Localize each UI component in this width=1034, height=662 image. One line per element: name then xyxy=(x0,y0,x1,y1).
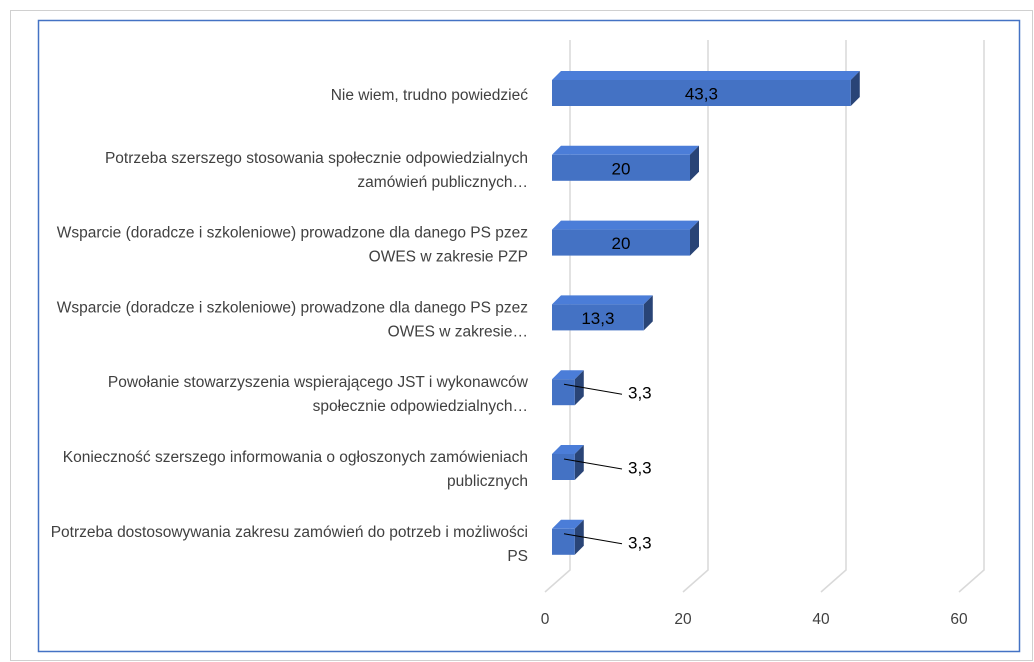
category-label-line: OWES w zakresie… xyxy=(383,323,528,340)
bar-top xyxy=(552,145,699,155)
bar xyxy=(552,71,860,106)
category-label-line: publicznych xyxy=(443,473,528,490)
category-label-line: Powołanie stowarzyszenia wspierającego J… xyxy=(108,374,529,391)
x-tick-label: 20 xyxy=(674,611,692,628)
x-tick-label: 60 xyxy=(950,611,968,628)
bar xyxy=(552,519,584,555)
grid-line xyxy=(544,40,571,593)
category-label: Potrzeba dostosowywania zakresu zamówień… xyxy=(51,524,528,565)
category-label: Wsparcie (doradcze i szkoleniowe) prowad… xyxy=(57,225,528,266)
category-label-line: OWES w zakresie PZP xyxy=(364,249,528,266)
bar-front xyxy=(552,454,575,480)
x-tick-label: 0 xyxy=(541,611,550,628)
bar-side xyxy=(643,295,653,331)
data-label: 43,3 xyxy=(685,84,718,103)
x-tick-label: 40 xyxy=(812,611,830,628)
category-label-line: Wsparcie (doradcze i szkoleniowe) prowad… xyxy=(57,299,528,316)
bar-top xyxy=(552,519,584,529)
category-label-line: Wsparcie (doradcze i szkoleniowe) prowad… xyxy=(57,225,528,242)
bar-front xyxy=(552,379,575,406)
data-label: 3,3 xyxy=(628,458,652,477)
bar xyxy=(552,295,653,331)
category-label-line: Konieczność szerszego informowania o ogł… xyxy=(63,449,528,466)
bar xyxy=(552,370,584,406)
bar-side xyxy=(574,445,584,480)
bar-front xyxy=(552,154,690,181)
category-label-line: Potrzeba dostosowywania zakresu zamówień… xyxy=(51,524,528,541)
category-label-line: Nie wiem, trudno powiedzieć xyxy=(331,87,529,104)
grid-line xyxy=(958,40,985,593)
grid-line xyxy=(682,40,709,593)
data-label: 20 xyxy=(612,234,631,253)
bar xyxy=(552,145,699,181)
leader-line xyxy=(563,458,623,470)
plot-frame xyxy=(37,19,1021,653)
bar-top xyxy=(552,370,584,380)
grid-line xyxy=(820,40,847,593)
category-label-line: społecznie odpowiedzialnych… xyxy=(308,398,528,415)
category-label: Konieczność szerszego informowania o ogł… xyxy=(63,449,528,490)
category-label: Potrzeba szerszego stosowania społecznie… xyxy=(105,150,528,191)
category-label-line: zamówień publicznych… xyxy=(353,174,528,191)
data-label: 3,3 xyxy=(628,384,652,403)
bar-front xyxy=(552,229,690,256)
category-label: Powołanie stowarzyszenia wspierającego J… xyxy=(108,374,529,415)
bar-side xyxy=(690,145,699,181)
category-label: Nie wiem, trudno powiedzieć xyxy=(331,87,529,104)
bar-top xyxy=(552,295,653,305)
bar-top xyxy=(552,220,699,230)
bar xyxy=(552,445,584,480)
bar-side xyxy=(574,370,584,406)
bar-top xyxy=(552,445,584,454)
bar-side xyxy=(850,71,860,106)
bar-front xyxy=(552,304,644,331)
category-label-line: Potrzeba szerszego stosowania społecznie… xyxy=(105,150,528,167)
category-label-line: PS xyxy=(503,548,528,565)
data-label: 20 xyxy=(612,159,631,178)
bar-front xyxy=(552,528,575,555)
bar-side xyxy=(574,519,584,555)
bar xyxy=(552,220,699,256)
leader-line xyxy=(563,533,623,545)
bar-top xyxy=(552,71,860,80)
bar-front xyxy=(552,80,851,106)
bar-side xyxy=(690,220,699,256)
data-label: 3,3 xyxy=(628,533,652,552)
data-label: 13,3 xyxy=(581,309,614,328)
category-label: Wsparcie (doradcze i szkoleniowe) prowad… xyxy=(57,299,528,340)
leader-line xyxy=(563,383,623,395)
